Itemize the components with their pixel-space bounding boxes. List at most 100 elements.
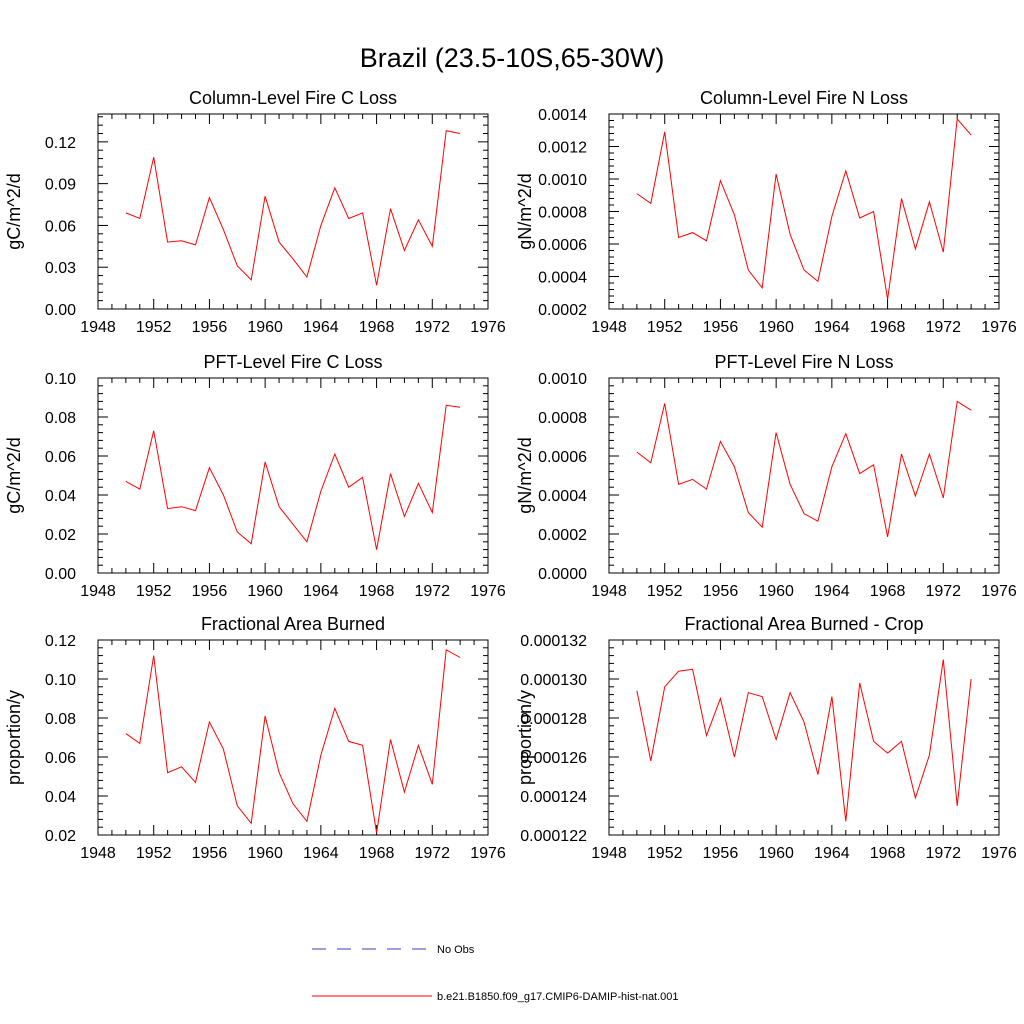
y-axis-label: proportion/y: [515, 690, 535, 785]
y-tick-label: 0.0004: [538, 488, 587, 505]
y-tick-label: 0.0006: [538, 237, 587, 254]
x-tick-label: 1972: [414, 319, 450, 336]
x-tick-label: 1968: [359, 845, 395, 862]
y-tick-label: 0.08: [45, 711, 76, 728]
x-tick-label: 1968: [359, 319, 395, 336]
y-axis-label: gC/m^2/d: [4, 437, 24, 513]
chart-panel: PFT-Level Fire C Loss gC/m^2/d 1948 1952 195…: [4, 352, 506, 600]
series-line: [125, 130, 461, 286]
x-tick-label: 1972: [925, 583, 961, 600]
y-tick-label: 0.02: [45, 828, 76, 845]
y-tick-label: 0.000132: [520, 633, 587, 650]
x-tick-label: 1956: [192, 845, 228, 862]
x-tick-label: 1956: [703, 583, 739, 600]
y-tick-label: 0.0002: [538, 527, 587, 544]
x-tick-label: 1968: [870, 583, 906, 600]
y-tick-label: 0.12: [45, 135, 76, 152]
x-tick-label: 1956: [192, 583, 228, 600]
x-tick-label: 1948: [80, 845, 116, 862]
chart-panel: Column-Level Fire N Loss gN/m^2/d 1948 1952…: [515, 88, 1017, 336]
x-tick-label: 1948: [591, 319, 627, 336]
panel-title: PFT-Level Fire C Loss: [203, 352, 382, 372]
x-tick-label: 1960: [758, 845, 794, 862]
x-tick-label: 1956: [703, 319, 739, 336]
y-tick-label: 0.04: [45, 488, 76, 505]
y-tick-label: 0.00: [45, 566, 76, 583]
x-tick-label: 1948: [80, 319, 116, 336]
y-tick-label: 0.02: [45, 527, 76, 544]
x-tick-label: 1952: [136, 583, 172, 600]
y-tick-label: 0.0008: [538, 205, 587, 222]
x-tick-label: 1952: [136, 319, 172, 336]
y-tick-label: 0.000130: [520, 672, 587, 689]
series-line: [125, 648, 461, 834]
figure-title: Brazil (23.5-10S,65-30W): [360, 43, 665, 73]
y-tick-label: 0.04: [45, 789, 76, 806]
y-tick-label: 0.000126: [520, 750, 587, 767]
y-tick-label: 0.0006: [538, 449, 587, 466]
legend: No Obs b.e21.B1850.f09_g17.CMIP6-DAMIP-h…: [312, 944, 679, 1003]
x-tick-label: 1968: [870, 845, 906, 862]
y-tick-label: 0.06: [45, 218, 76, 235]
plot-frame: [608, 113, 1000, 310]
plot-frame: [608, 639, 1000, 836]
x-tick-label: 1948: [80, 583, 116, 600]
plot-frame: [97, 377, 489, 574]
y-tick-label: 0.00: [45, 302, 76, 319]
chart-panel: Fractional Area Burned - Crop proportion/…: [515, 614, 1017, 862]
x-tick-label: 1976: [981, 319, 1017, 336]
panel-title: PFT-Level Fire N Loss: [714, 352, 893, 372]
y-axis-label: proportion/y: [4, 690, 24, 785]
x-tick-label: 1964: [814, 583, 850, 600]
y-tick-label: 0.0000: [538, 566, 587, 583]
x-tick-label: 1976: [981, 845, 1017, 862]
series-line: [125, 404, 461, 550]
plot-frame: [97, 113, 489, 310]
x-tick-label: 1952: [647, 583, 683, 600]
x-tick-label: 1948: [591, 845, 627, 862]
x-tick-label: 1972: [414, 845, 450, 862]
x-tick-label: 1960: [247, 845, 283, 862]
x-tick-label: 1976: [470, 845, 506, 862]
y-axis-label: gC/m^2/d: [4, 173, 24, 249]
y-tick-label: 0.0014: [538, 107, 587, 124]
series-line: [636, 659, 972, 822]
panel-title: Fractional Area Burned - Crop: [684, 614, 923, 634]
x-tick-label: 1976: [470, 583, 506, 600]
plot-frame: [97, 639, 489, 836]
y-tick-label: 0.08: [45, 410, 76, 427]
plot-frame: [608, 377, 1000, 574]
y-tick-label: 0.000122: [520, 828, 587, 845]
y-tick-label: 0.06: [45, 750, 76, 767]
x-tick-label: 1960: [758, 319, 794, 336]
y-tick-label: 0.03: [45, 260, 76, 277]
x-tick-label: 1948: [591, 583, 627, 600]
y-tick-label: 0.0010: [538, 172, 587, 189]
panel-title: Column-Level Fire N Loss: [700, 88, 908, 108]
y-tick-label: 0.000128: [520, 711, 587, 728]
panel-title: Column-Level Fire C Loss: [189, 88, 397, 108]
y-tick-label: 0.10: [45, 371, 76, 388]
y-tick-label: 0.0008: [538, 410, 587, 427]
y-tick-label: 0.12: [45, 633, 76, 650]
y-tick-label: 0.0004: [538, 270, 587, 287]
chart-panel: Fractional Area Burned proportion/y 1948 19…: [4, 614, 506, 862]
y-tick-label: 0.000124: [520, 789, 587, 806]
x-tick-label: 1960: [758, 583, 794, 600]
x-tick-label: 1972: [925, 319, 961, 336]
legend-label-model-run: b.e21.B1850.f09_g17.CMIP6-DAMIP-hist-nat…: [437, 991, 679, 1003]
y-tick-label: 0.0002: [538, 302, 587, 319]
y-tick-label: 0.06: [45, 449, 76, 466]
x-tick-label: 1964: [303, 583, 339, 600]
x-tick-label: 1952: [647, 319, 683, 336]
x-tick-label: 1968: [359, 583, 395, 600]
panels-group: Column-Level Fire C Loss gC/m^2/d 1948 1952…: [4, 88, 1017, 862]
panel-title: Fractional Area Burned: [201, 614, 385, 634]
y-axis-label: gN/m^2/d: [515, 437, 535, 513]
x-tick-label: 1960: [247, 319, 283, 336]
y-tick-label: 0.0012: [538, 140, 587, 157]
x-tick-label: 1956: [703, 845, 739, 862]
x-tick-label: 1960: [247, 583, 283, 600]
x-tick-label: 1952: [136, 845, 172, 862]
